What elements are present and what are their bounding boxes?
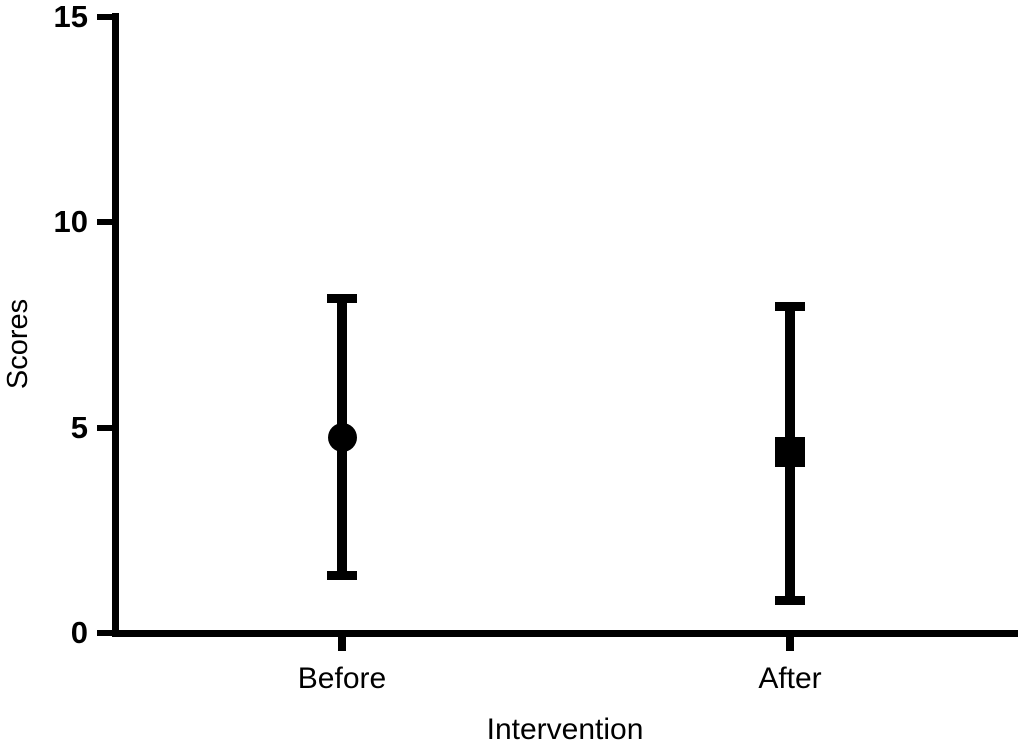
x-category-label: After (758, 662, 822, 695)
x-tick (338, 630, 346, 651)
y-tick-label: 15 (53, 0, 88, 34)
y-tick (97, 219, 113, 226)
marker-after-square (775, 437, 805, 468)
error-bar-cap-top (327, 293, 357, 303)
y-tick-label: 0 (70, 615, 88, 650)
error-bar-cap-top (775, 301, 805, 311)
x-axis-line (112, 630, 1018, 637)
y-tick-label: 10 (53, 204, 88, 240)
x-axis-title: Intervention (486, 713, 644, 746)
y-tick (97, 424, 113, 431)
y-tick (97, 630, 113, 636)
marker-before-circle (327, 423, 357, 453)
x-tick (786, 630, 794, 651)
error-bar-cap-bottom (327, 571, 357, 580)
y-axis-line (112, 13, 119, 637)
y-tick-label: 5 (70, 409, 88, 445)
y-axis-title: Scores (2, 298, 34, 390)
x-category-label: Before (297, 662, 387, 695)
y-tick (97, 13, 113, 20)
error-bar-cap-bottom (775, 595, 805, 605)
